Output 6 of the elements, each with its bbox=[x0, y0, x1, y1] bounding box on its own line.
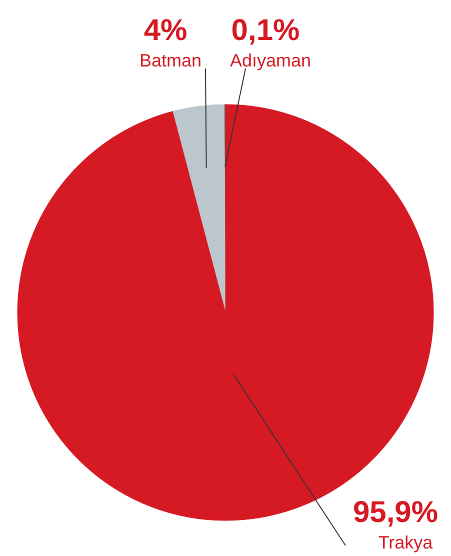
data-label: 95,9% bbox=[352, 496, 438, 529]
data-label: 0,1% bbox=[231, 14, 300, 47]
slice-label: Batman bbox=[139, 50, 202, 70]
data-label: 4% bbox=[144, 14, 188, 47]
slice-label: Trakya bbox=[378, 532, 434, 552]
slice-label: Adıyaman bbox=[230, 50, 312, 70]
